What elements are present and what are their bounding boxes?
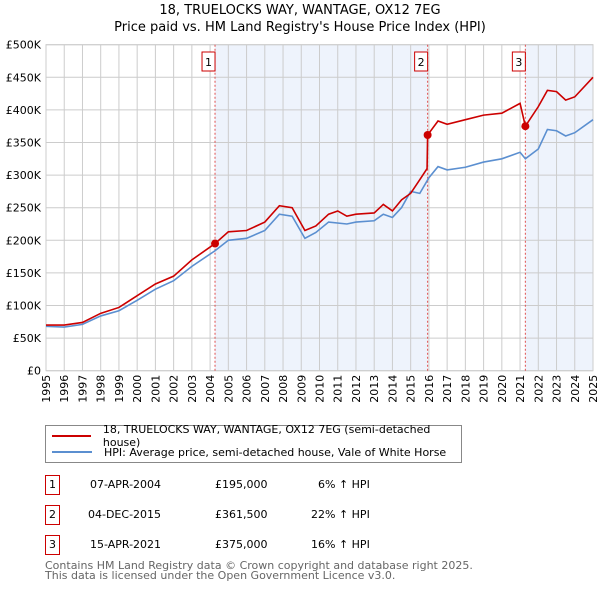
legend-blue-line xyxy=(52,451,92,453)
y-tick-label: £150K xyxy=(6,267,42,280)
x-tick-label: 2000 xyxy=(131,375,144,403)
x-tick-label: 1996 xyxy=(58,375,71,403)
chart-subtitle: Price paid vs. HM Land Registry's House … xyxy=(114,20,486,35)
sale-price: £375,000 xyxy=(215,538,268,551)
hpi-line xyxy=(45,119,594,328)
x-tick-label: 2008 xyxy=(277,375,290,403)
sale-hpi: 16% ↑ HPI xyxy=(311,538,370,551)
x-tick-label: 2015 xyxy=(405,375,418,403)
x-tick-label: 1999 xyxy=(113,375,126,403)
footer: Contains HM Land Registry data © Crown c… xyxy=(45,559,473,582)
y-tick-label: £100K xyxy=(6,300,42,313)
y-tick-label: £350K xyxy=(6,137,42,150)
legend-label-hpi: HPI: Average price, semi-detached house,… xyxy=(104,445,447,459)
x-tick-label: 2006 xyxy=(241,375,254,403)
sale-hpi: 6% ↑ HPI xyxy=(318,478,370,491)
y-tick-label: £400K xyxy=(6,104,42,117)
legend-red-line xyxy=(52,435,91,437)
x-tick-label: 1997 xyxy=(76,375,89,403)
x-tick-label: 2002 xyxy=(168,375,181,403)
sale-price: £195,000 xyxy=(215,478,268,491)
x-tick-label: 2012 xyxy=(350,375,363,403)
sale-point xyxy=(423,131,432,140)
sale-label: 2 xyxy=(418,56,425,69)
y-tick-label: £500K xyxy=(6,39,42,52)
x-tick-label: 2003 xyxy=(186,375,199,403)
sale-date: 07-APR-2004 xyxy=(90,478,162,491)
sale-label: 3 xyxy=(515,56,522,69)
sale-row: 1 07-APR-2004 £195,000 6% ↑ HPI xyxy=(45,475,465,495)
sale-point xyxy=(211,239,220,248)
y-tick-label: £450K xyxy=(6,71,42,84)
sale-date: 15-APR-2021 xyxy=(90,538,162,551)
sale-label: 1 xyxy=(205,56,212,69)
sale-hpi: 22% ↑ HPI xyxy=(311,508,370,521)
x-tick-label: 2019 xyxy=(478,375,491,403)
y-tick-label: £300K xyxy=(6,169,42,182)
y-tick-label: £200K xyxy=(6,234,42,247)
x-tick-label: 2005 xyxy=(222,375,235,403)
sale-point xyxy=(521,122,530,131)
x-tick-label: 2020 xyxy=(496,375,509,403)
y-tick-label: £250K xyxy=(6,202,42,215)
y-tick-label: £50K xyxy=(13,332,42,345)
x-tick-label: 2007 xyxy=(259,375,272,403)
x-tick-label: 2014 xyxy=(386,375,399,403)
footer-line2: This data is licensed under the Open Gov… xyxy=(45,569,396,582)
legend: 18, TRUELOCKS WAY, WANTAGE, OX12 7EG (se… xyxy=(45,423,462,463)
plot-border xyxy=(45,44,594,372)
sale-price: £361,500 xyxy=(215,508,268,521)
x-tick-label: 2018 xyxy=(459,375,472,403)
sale-label-box xyxy=(511,51,526,72)
x-tick-label: 2011 xyxy=(332,375,345,403)
plot-area: 1995 1996 1997 1998 1999 2000 2001 2002 2003 2004… xyxy=(6,39,600,403)
x-tick-label: 2023 xyxy=(551,375,564,403)
legend-label-property: 18, TRUELOCKS WAY, WANTAGE, OX12 7EG (se… xyxy=(102,423,431,449)
x-tick-label: 2010 xyxy=(314,375,327,403)
sale-row: 2 04-DEC-2015 £361,500 22% ↑ HPI xyxy=(45,505,465,525)
x-tick-label: 2009 xyxy=(295,375,308,403)
x-tick-label: 2025 xyxy=(587,375,600,403)
sale-marker-badge: 2 xyxy=(45,505,60,525)
price-line xyxy=(46,76,594,326)
x-tick-label: 2021 xyxy=(514,375,527,403)
sale-label-box xyxy=(201,51,216,72)
x-tick-label: 2024 xyxy=(569,375,582,403)
chart-title: 18, TRUELOCKS WAY, WANTAGE, OX12 7EG xyxy=(159,3,441,18)
x-tick-label: 2001 xyxy=(149,375,162,403)
x-tick-label: 2004 xyxy=(204,375,217,403)
sale-row: 3 15-APR-2021 £375,000 16% ↑ HPI xyxy=(45,535,465,555)
x-tick-label: 1998 xyxy=(95,375,108,403)
x-tick-label: 1995 xyxy=(40,375,53,403)
x-tick-label: 2022 xyxy=(532,375,545,403)
sale-marker-badge: 3 xyxy=(45,535,60,555)
sale-label-box xyxy=(414,51,429,72)
x-tick-label: 2016 xyxy=(423,375,436,403)
x-tick-label: 2017 xyxy=(441,375,454,403)
x-tick-label: 2013 xyxy=(368,375,381,403)
sale-date: 04-DEC-2015 xyxy=(88,508,162,521)
footer-line1: Contains HM Land Registry data © Crown c… xyxy=(45,559,473,572)
y-tick-label: £0 xyxy=(27,365,41,378)
sale-marker-badge: 1 xyxy=(45,475,60,495)
